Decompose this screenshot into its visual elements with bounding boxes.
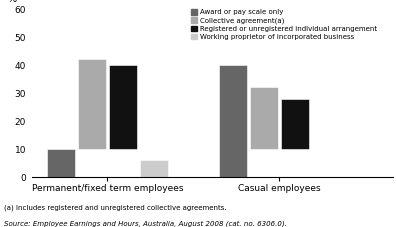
Bar [250,87,278,149]
Text: Source: Employee Earnings and Hours, Australia, August 2008 (cat. no. 6306.0).: Source: Employee Earnings and Hours, Aus… [4,220,287,227]
Text: (a) Includes registered and unregistered collective agreements.: (a) Includes registered and unregistered… [4,204,227,211]
Legend: Award or pay scale only, Collective agreement(a), Registered or unregistered ind: Award or pay scale only, Collective agre… [191,9,377,40]
Bar [78,59,106,149]
Bar [140,160,168,177]
Bar [47,149,75,177]
Bar [219,65,247,177]
Bar [109,65,137,149]
Y-axis label: %: % [7,0,16,4]
Bar [281,99,309,149]
